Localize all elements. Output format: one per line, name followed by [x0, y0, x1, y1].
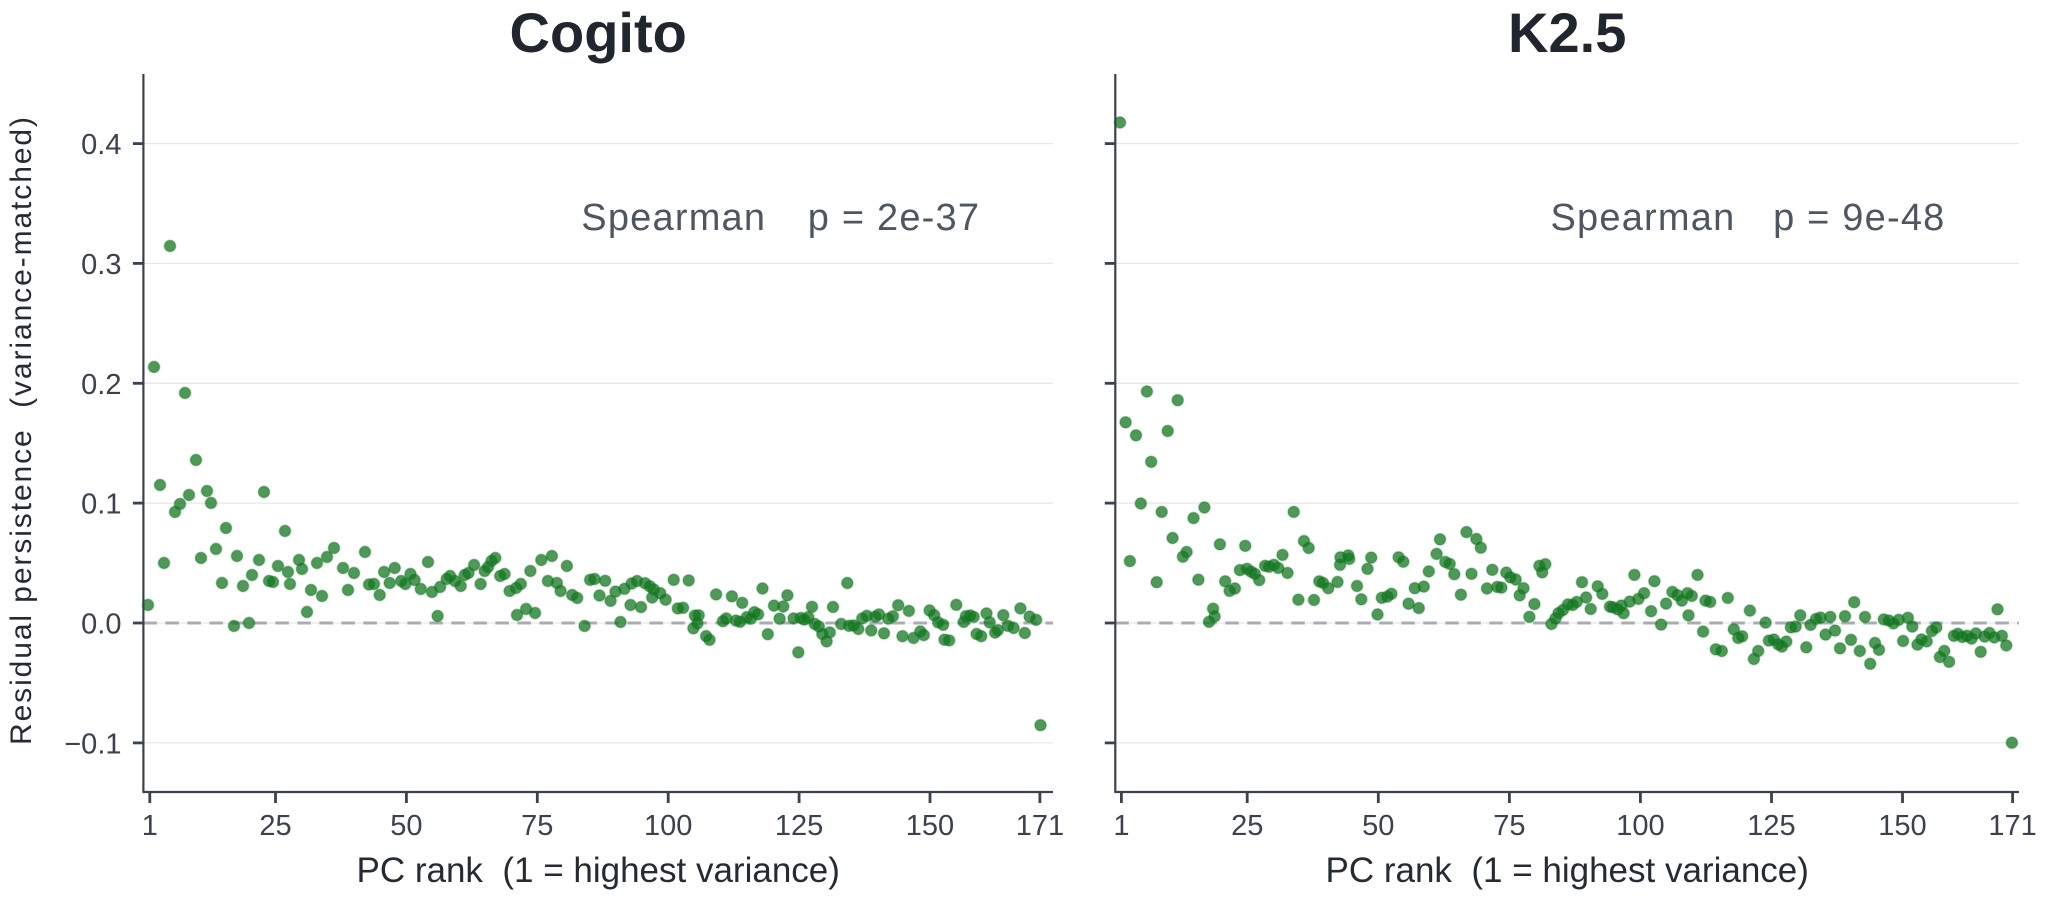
- svg-text:0.0: 0.0: [81, 609, 121, 641]
- svg-text:171: 171: [1016, 810, 1064, 842]
- svg-text:p = 2e-37: p = 2e-37: [808, 197, 980, 239]
- svg-text:171: 171: [1988, 810, 2036, 842]
- svg-text:50: 50: [390, 810, 422, 842]
- svg-text:125: 125: [1747, 810, 1795, 842]
- svg-text:−0.1: −0.1: [64, 728, 121, 760]
- svg-text:150: 150: [1878, 810, 1926, 842]
- svg-text:25: 25: [1231, 810, 1263, 842]
- svg-text:75: 75: [521, 810, 553, 842]
- svg-text:0.1: 0.1: [81, 489, 121, 521]
- svg-text:1: 1: [1113, 810, 1129, 842]
- svg-text:0.3: 0.3: [81, 249, 121, 281]
- svg-text:125: 125: [775, 810, 823, 842]
- svg-text:Spearman: Spearman: [1551, 197, 1736, 239]
- svg-text:Spearman: Spearman: [581, 197, 766, 239]
- svg-text:100: 100: [1616, 810, 1664, 842]
- svg-text:PC rank (1 = highest variance: PC rank (1 = highest variance): [356, 851, 839, 890]
- svg-text:1: 1: [142, 810, 158, 842]
- svg-text:75: 75: [1493, 810, 1525, 842]
- svg-text:p = 9e-48: p = 9e-48: [1773, 197, 1945, 239]
- svg-text:Cogito: Cogito: [510, 1, 687, 64]
- svg-text:100: 100: [644, 810, 692, 842]
- svg-text:PC rank (1 = highest variance: PC rank (1 = highest variance): [1325, 851, 1808, 890]
- svg-text:0.4: 0.4: [81, 129, 121, 161]
- svg-text:K2.5: K2.5: [1508, 1, 1626, 64]
- svg-text:50: 50: [1362, 810, 1394, 842]
- svg-text:150: 150: [906, 810, 954, 842]
- svg-text:0.2: 0.2: [81, 369, 121, 401]
- svg-text:Residual persistence (varianc: Residual persistence (variance-matched): [5, 117, 38, 745]
- svg-text:25: 25: [259, 810, 291, 842]
